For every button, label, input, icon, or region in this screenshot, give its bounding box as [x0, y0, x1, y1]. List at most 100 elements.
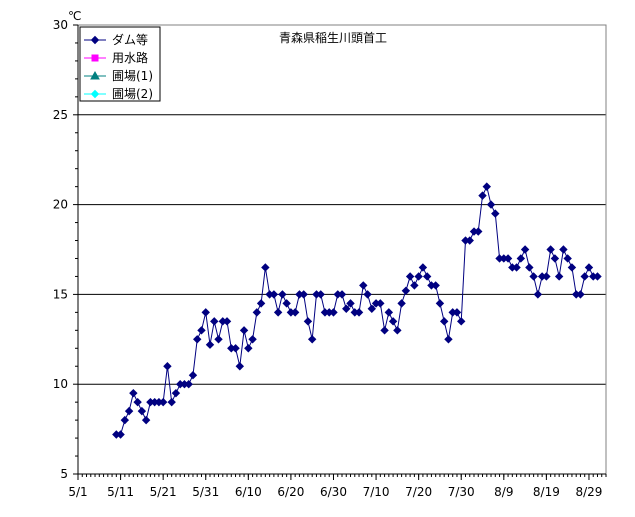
legend-marker-icon [90, 35, 100, 45]
data-point [516, 254, 526, 263]
data-point [525, 263, 534, 272]
data-point [363, 290, 372, 299]
data-point [269, 290, 279, 299]
data-point [273, 308, 283, 317]
data-point [184, 379, 193, 389]
data-point [205, 340, 215, 349]
data-point [580, 272, 589, 281]
data-point [201, 308, 210, 317]
data-point [193, 335, 202, 344]
data-point [120, 415, 130, 425]
data-point [124, 406, 134, 416]
y-tick-label: 5 [60, 467, 68, 481]
x-tick-label: 5/11 [107, 485, 134, 499]
data-point [133, 397, 142, 407]
data-point [422, 272, 432, 281]
data-point [593, 272, 602, 281]
data-point [354, 308, 364, 317]
data-point [248, 335, 257, 344]
x-tick-label: 6/20 [277, 485, 304, 499]
x-tick-label: 7/30 [448, 485, 475, 499]
data-point [520, 245, 530, 254]
data-point [457, 317, 466, 326]
data-point [116, 430, 125, 439]
data-point [129, 388, 138, 398]
data-point [171, 388, 181, 398]
legend-marker-icon [90, 89, 100, 99]
data-point [482, 182, 491, 191]
y-tick-label: 10 [53, 377, 68, 391]
data-point [465, 236, 474, 245]
legend-label: 圃場(1) [112, 69, 153, 83]
data-point [512, 263, 521, 272]
data-point [316, 290, 325, 299]
data-point [474, 227, 483, 236]
x-tick-label: 5/1 [68, 485, 87, 499]
data-point [376, 299, 385, 308]
data-point [252, 308, 262, 317]
data-point [554, 272, 564, 281]
data-point [256, 299, 266, 308]
x-tick-label: 6/10 [235, 485, 262, 499]
legend-label: ダム等 [112, 32, 148, 47]
axes: 5 10 15 20 25 30 5/1 5/11 5/21 5/31 6/10 6/20 6/30 7/… [53, 18, 607, 499]
legend-marker-icon [91, 54, 99, 62]
data-point [158, 397, 168, 407]
data-point [329, 308, 338, 317]
data-point [401, 286, 411, 296]
data-point [167, 397, 176, 407]
data-point [337, 290, 347, 299]
data-point [359, 281, 368, 290]
data-point [282, 299, 291, 308]
data-point [546, 245, 555, 254]
data-point [563, 254, 572, 263]
data-point [367, 304, 377, 313]
data-point [533, 290, 543, 299]
x-tick-label: 7/10 [363, 485, 390, 499]
x-tick-label: 8/29 [575, 485, 602, 499]
data-point [478, 191, 487, 200]
data-point [576, 290, 585, 299]
data-point [342, 304, 351, 313]
data-point [405, 272, 415, 281]
data-point [559, 245, 568, 254]
x-tick-label: 5/21 [150, 485, 177, 499]
data-point [235, 362, 245, 371]
series [112, 182, 602, 439]
data-point [380, 326, 389, 335]
data-point [346, 299, 355, 308]
data-point [439, 317, 449, 326]
data-point [244, 344, 253, 353]
data-point [529, 272, 538, 281]
data-point [452, 308, 462, 317]
y-tick-label: 20 [53, 198, 68, 212]
data-point [231, 344, 240, 353]
legend-label: 用水路 [112, 50, 148, 65]
data-point [550, 254, 560, 263]
x-tick-label: 8/9 [494, 485, 513, 499]
data-point [290, 308, 300, 317]
legend-marker-icon [90, 70, 100, 80]
x-tick-label: 6/30 [320, 485, 347, 499]
data-point [486, 200, 496, 209]
data-point [418, 263, 428, 272]
data-point [542, 272, 551, 281]
data-point [278, 290, 287, 299]
chart-title: 青森県稲生川頭首工 [279, 30, 387, 45]
data-point [239, 326, 249, 335]
data-point [163, 362, 172, 371]
legend-label: 圃場(2) [112, 87, 153, 101]
data-point [431, 281, 440, 290]
x-tick-label: 5/31 [192, 485, 219, 499]
data-point [444, 335, 453, 344]
data-point [197, 326, 206, 335]
data-point [214, 335, 223, 344]
data-point [584, 263, 594, 272]
data-point [393, 326, 402, 335]
data-point [503, 254, 513, 263]
data-point [210, 317, 219, 326]
data-point [303, 317, 313, 326]
